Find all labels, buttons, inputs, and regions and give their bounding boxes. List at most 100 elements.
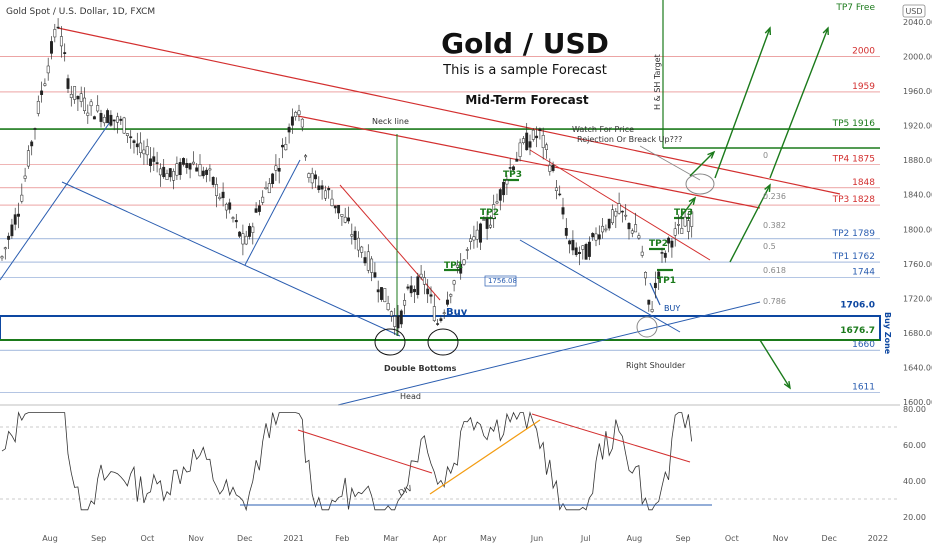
candle-body: [165, 173, 169, 180]
tp-label-5: TP1: [657, 276, 676, 286]
buy-zone-label: Buy Zone: [883, 312, 892, 355]
candle-body: [40, 90, 44, 95]
rsi-red-trend-1: [297, 429, 433, 474]
blue-support-trendline: [61, 181, 401, 337]
neckline-red-trendline: [297, 115, 761, 209]
candle-body: [284, 144, 288, 151]
candle-body: [386, 303, 390, 310]
candle-body: [135, 143, 139, 148]
candle-body: [594, 233, 598, 241]
candle-body: [545, 144, 548, 150]
candle-body: [548, 165, 552, 172]
candle-body: [175, 163, 179, 176]
candle-body: [63, 52, 67, 54]
candle-body: [73, 86, 77, 100]
candle-body: [512, 166, 515, 171]
candle-body: [211, 176, 215, 185]
candle-body: [231, 217, 235, 219]
candle-body: [26, 150, 30, 167]
candle-body: [597, 234, 601, 240]
time-tick-15: Nov: [773, 534, 789, 543]
candle-body: [0, 256, 4, 259]
candle-body: [241, 233, 245, 245]
candle-body: [89, 101, 93, 107]
candle-body: [406, 286, 410, 289]
candle-body: [168, 168, 172, 178]
level-label-6: 1848: [852, 178, 875, 188]
level-label-0: TP7 Free: [835, 3, 875, 13]
candle-body: [53, 29, 57, 38]
candle-body: [538, 128, 542, 131]
rsi-orange-trend: [429, 419, 541, 495]
candle-body: [300, 118, 304, 128]
candle-body: [426, 288, 430, 295]
arrow-up-2: [729, 184, 771, 263]
tp-label-6: TP3: [674, 208, 693, 218]
level-label-10: 1744: [852, 268, 875, 278]
price-tick-1960: 1960.00: [903, 87, 932, 96]
time-tick-6: Feb: [335, 534, 349, 543]
time-tick-10: Jun: [530, 534, 544, 543]
candle-body: [310, 173, 314, 184]
candle-body: [281, 144, 284, 148]
candle-body: [528, 141, 532, 148]
candle-body: [76, 96, 80, 100]
double-bottoms-label: Double Bottoms: [384, 364, 457, 373]
arrow-up-tp6-head: [822, 26, 829, 36]
candle-body: [518, 142, 522, 157]
buy-pointer: [649, 282, 661, 306]
candle-body: [680, 228, 684, 234]
candle-body: [479, 223, 482, 243]
watch-circle: [685, 173, 715, 195]
candle-body: [601, 225, 605, 233]
time-tick-0: Aug: [42, 534, 58, 543]
rsi-red-trend-2: [531, 413, 691, 463]
rsi-tick-80: 80.00: [903, 405, 926, 414]
candle-body: [568, 240, 572, 245]
candle-body: [571, 239, 575, 251]
candle-body: [442, 312, 446, 314]
candle-body: [182, 158, 185, 165]
level-label-9: TP1 1762: [832, 252, 875, 262]
candle-body: [505, 180, 509, 185]
level-label-14: 1611: [852, 383, 875, 393]
level-label-12: 1676.7: [840, 326, 875, 336]
time-tick-13: Sep: [676, 534, 691, 543]
price-tick-1880: 1880.00: [903, 156, 932, 165]
candle-body: [452, 280, 456, 285]
candle-body: [653, 282, 657, 289]
double-bottom-circle-left: [374, 328, 406, 356]
candle-body: [630, 230, 634, 234]
candle-body: [238, 231, 242, 237]
headline-title: Gold / USD: [441, 27, 609, 60]
candle-body: [657, 271, 661, 280]
blue-head-trendline: [337, 301, 761, 406]
time-axis: Aug Sep Oct Nov Dec 2021 Feb Mar Apr May Jun Jul Aug…: [42, 534, 888, 543]
candle-body: [257, 205, 261, 212]
rsi-layer: [0, 411, 900, 512]
level-label-2: 2000: [852, 47, 875, 57]
candle-body: [495, 201, 499, 204]
candle-body: [502, 181, 506, 196]
candle-body: [201, 170, 205, 177]
price-tick-1680: 1680.00: [903, 329, 932, 338]
candle-body: [515, 158, 519, 162]
candle-body: [488, 224, 492, 228]
price-tick-1920: 1920.00: [903, 122, 932, 131]
level-label-7: TP3 1828: [832, 195, 876, 205]
candle-body: [591, 233, 595, 238]
candle-body: [360, 246, 364, 253]
candle-body: [446, 299, 449, 305]
candle-body: [617, 203, 621, 214]
candle-body: [155, 162, 159, 164]
time-tick-9: May: [480, 534, 497, 543]
candle-body: [172, 171, 176, 181]
arrow-up-tp7: [714, 27, 771, 179]
candle-body: [33, 128, 37, 130]
candle-body: [353, 230, 357, 240]
candle-body: [634, 224, 638, 233]
candle-body: [587, 241, 591, 257]
candle-body: [112, 119, 116, 122]
